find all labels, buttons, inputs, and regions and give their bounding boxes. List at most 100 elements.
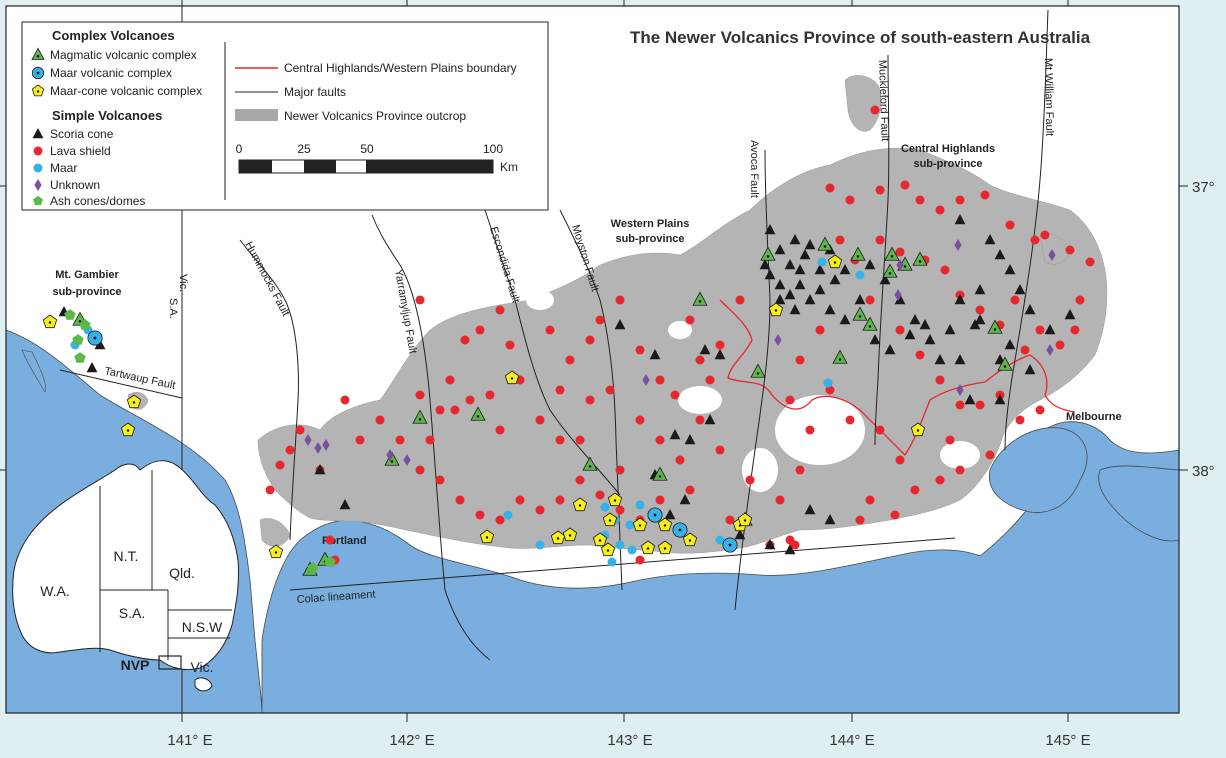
tri-black-volcano	[789, 304, 801, 315]
border-label-sa: S.A.	[167, 298, 179, 319]
tri-black-volcano	[1024, 364, 1036, 375]
pent-yellow-volcano	[607, 492, 623, 507]
tri-green-volcano	[912, 251, 928, 266]
tri-black-volcano	[854, 294, 866, 305]
subprovince-western-plains-line2: sub-province	[615, 233, 684, 245]
mt-william-fault	[1004, 9, 1049, 451]
tri-black-volcano	[614, 319, 626, 330]
dot-red-volcano	[495, 425, 505, 435]
dot-red-volcano	[475, 325, 485, 335]
tri-black-volcano	[954, 214, 966, 225]
tri-green-volcano	[652, 466, 668, 481]
tartwaup-fault	[59, 369, 183, 399]
pent-yellow-volcano	[600, 542, 616, 557]
pent-green-volcano	[74, 352, 86, 363]
dot-blue-volcano	[823, 378, 833, 388]
fault-label-colac: Colac lineament	[296, 589, 376, 606]
circle-blue-volcano	[647, 507, 663, 523]
pent-yellow-volcano	[562, 527, 578, 542]
pent-yellow-volcano	[592, 532, 608, 547]
subprovince-mt-gambier-line1: Mt. Gambier	[55, 269, 119, 281]
dot-red-volcano	[900, 180, 910, 190]
dot-red-volcano	[935, 475, 945, 485]
tri-black-volcano	[909, 314, 921, 325]
dot-blue-volcano	[625, 520, 635, 530]
inset-labels: W.A. N.T. Qld. S.A. N.S.W Vic. NVP	[40, 548, 223, 675]
tri-black-volcano	[994, 394, 1006, 405]
dot-red-volcano	[535, 505, 545, 515]
dot-red-volcano	[945, 435, 955, 445]
tri-black-volcano	[664, 509, 676, 520]
dot-red-volcano	[940, 265, 950, 275]
dot-red-volcano	[975, 305, 985, 315]
dot-red-volcano	[870, 105, 880, 115]
dot-red-volcano	[445, 375, 455, 385]
y-label-38: 38°	[1192, 463, 1215, 480]
dot-red-volcano	[1035, 405, 1045, 415]
diamond-purple-volcano	[1046, 344, 1054, 356]
dot-red-volcano	[805, 425, 815, 435]
tri-black-volcano	[759, 259, 771, 270]
western-port	[1098, 465, 1180, 542]
scale-unit: Km	[500, 160, 518, 174]
dot-blue-volcano	[635, 500, 645, 510]
tri-black-volcano	[974, 284, 986, 295]
dot-red-volcano	[1005, 220, 1015, 230]
border-label-vic: Vic.	[177, 274, 189, 292]
scale-tick-50: 50	[360, 142, 374, 156]
legend-magmatic-symbol	[31, 47, 45, 60]
dot-red-volcano	[495, 305, 505, 315]
tri-black-volcano	[839, 264, 851, 275]
pent-yellow-volcano	[632, 517, 648, 532]
tri-black-volcano	[764, 224, 776, 235]
tri-green-volcano	[850, 246, 866, 261]
pent-yellow-volcano	[657, 540, 673, 555]
dot-red-volcano	[845, 195, 855, 205]
circle-blue-volcano	[672, 522, 688, 538]
dot-red-volcano	[865, 495, 875, 505]
dot-red-volcano	[895, 455, 905, 465]
pent-yellow-volcano	[827, 254, 843, 269]
inset-label-wa: W.A.	[40, 583, 70, 599]
pent-yellow-volcano	[657, 517, 673, 532]
dot-red-volcano	[555, 495, 565, 505]
legend-magmatic-label: Magmatic volcanic complex	[50, 48, 197, 62]
tri-green-volcano	[760, 246, 776, 261]
tri-green-volcano	[692, 291, 708, 306]
tri-black-volcano	[804, 504, 816, 515]
pent-yellow-volcano	[682, 532, 698, 547]
dot-blue-volcano	[535, 540, 545, 550]
pent-yellow-volcano	[640, 540, 656, 555]
pent-green-volcano	[72, 334, 84, 345]
tri-black-volcano	[86, 362, 98, 373]
dot-red-volcano	[460, 335, 470, 345]
diamond-purple-volcano	[403, 454, 411, 466]
tri-green-volcano	[832, 349, 848, 364]
graticule-ticks	[0, 0, 1188, 722]
dot-red-volcano	[895, 325, 905, 335]
dot-red-volcano	[795, 465, 805, 475]
legend-items: Magmatic volcanic complex Maar volcanic c…	[31, 47, 202, 208]
tri-black-volcano	[679, 494, 691, 505]
dot-blue-volcano	[715, 535, 725, 545]
yarramyljup-fault	[371, 214, 491, 661]
tri-black-volcano	[789, 234, 801, 245]
nvp-outcrop	[127, 75, 1108, 554]
dot-blue-volcano	[627, 545, 637, 555]
dot-red-volcano	[670, 390, 680, 400]
tri-black-volcano	[1014, 284, 1026, 295]
pent-yellow-volcano	[602, 512, 618, 527]
pent-yellow-volcano	[268, 544, 284, 559]
dot-red-volcano	[450, 405, 460, 415]
dot-red-volcano	[775, 495, 785, 505]
pent-yellow-volcano	[550, 530, 566, 545]
tri-black-volcano	[924, 334, 936, 345]
dot-red-volcano	[795, 355, 805, 365]
legend-ash-symbol	[33, 195, 43, 206]
circle-blue-volcano	[87, 330, 103, 346]
dot-red-volcano	[655, 375, 665, 385]
subprovince-central-highlands-line2: sub-province	[913, 158, 982, 170]
australia-inset: W.A. N.T. Qld. S.A. N.S.W Vic. NVP	[12, 460, 240, 692]
tri-black-volcano	[884, 344, 896, 355]
dot-red-volcano	[505, 340, 515, 350]
